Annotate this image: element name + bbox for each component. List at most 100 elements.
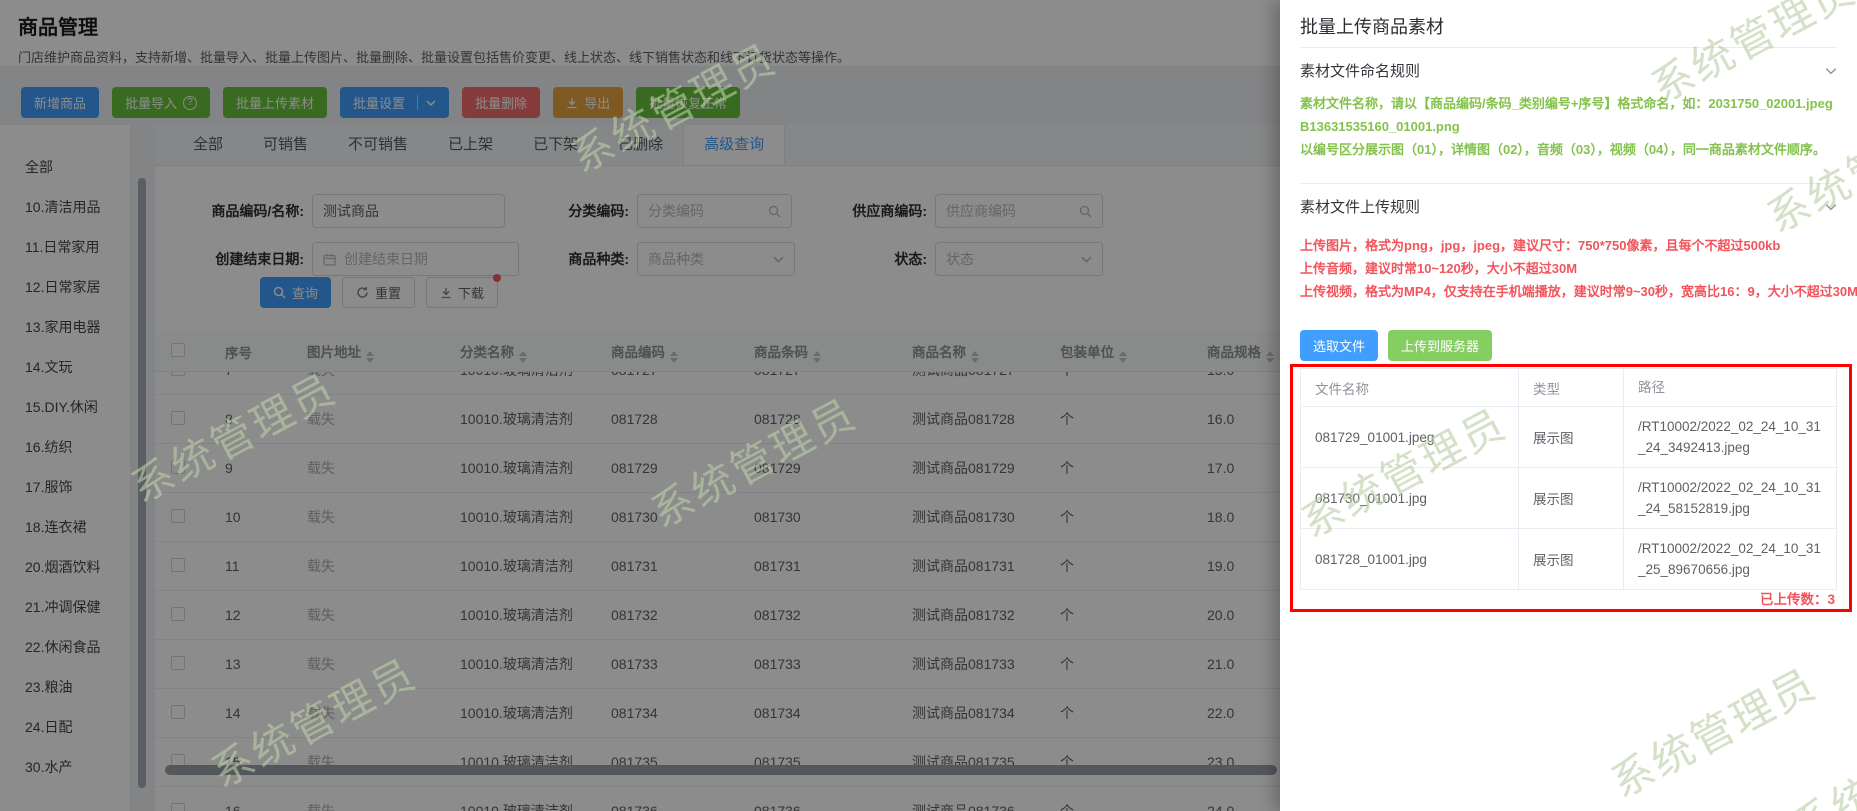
cell-code: 081731 [611,558,658,574]
horizontal-scrollbar[interactable] [165,765,1277,775]
cell-image-broken: 载失 [295,372,448,380]
tab-item[interactable]: 已上架 [448,136,494,153]
sidebar-category-item[interactable]: 18.连衣裙 [25,519,87,535]
col-header-code[interactable]: 商品编码 [599,341,742,363]
cell-no: 11 [225,558,240,574]
upload-rules-section-header[interactable]: 素材文件上传规则 [1300,196,1837,217]
col-header-unit[interactable]: 包装单位 [1048,341,1195,363]
cell-no: 7 [213,372,295,378]
batch-upload-material-button[interactable]: 批量上传素材 [223,87,328,118]
export-button[interactable]: 导出 [553,87,624,118]
col-header-img[interactable]: 图片地址 [295,341,448,363]
col-header-barcode[interactable]: 商品条码 [742,341,900,363]
chevron-down-icon[interactable] [1825,201,1837,213]
sidebar-category-item[interactable]: 13.家用电器 [25,319,101,335]
search-icon[interactable] [768,205,781,218]
sort-icon[interactable] [366,350,374,363]
select-files-button[interactable]: 选取文件 [1300,330,1379,361]
tab-item[interactable]: 已删除 [618,136,664,153]
sort-icon[interactable] [971,350,979,363]
tab-item[interactable]: 高级查询 [683,125,786,165]
cell-category: 10010.玻璃清洁剂 [448,372,599,380]
sidebar-category-item[interactable]: 17.服饰 [25,479,73,495]
sidebar-category-item[interactable]: 10.清洁用品 [25,199,101,215]
col-header-category[interactable]: 分类名称 [448,341,599,363]
status-select[interactable]: 状态 [935,242,1103,276]
row-checkbox[interactable] [171,606,185,621]
divider [1300,47,1837,48]
sort-icon[interactable] [519,350,527,363]
cell-unit: 个 [1060,509,1074,525]
add-product-button[interactable]: 新增商品 [21,87,100,118]
cell-name: 测试商品081730 [912,509,1015,525]
select-all-checkbox[interactable] [171,343,185,357]
row-checkbox[interactable] [171,372,185,376]
col-header-spec[interactable]: 商品规格 [1195,341,1495,363]
cell-code: 081729 [611,460,658,476]
batch-import-button[interactable]: 批量导入 ? [112,87,211,118]
row-checkbox[interactable] [171,557,185,572]
search-icon[interactable] [1079,205,1092,218]
cell-name: 测试商品081728 [912,411,1015,427]
filter-supplier-label: 供应商编码: [852,203,927,219]
sidebar-category-item[interactable]: 23.粮油 [25,679,73,695]
sidebar-category-item[interactable]: 20.烟酒饮料 [25,559,101,575]
sidebar-category-item[interactable]: 24.日配 [25,719,73,735]
sidebar-category-item[interactable]: 14.文玩 [25,359,73,375]
batch-delete-button[interactable]: 批量删除 [462,87,541,118]
cell-spec: 19.0 [1207,558,1235,574]
download-button[interactable]: 下载 [426,274,502,308]
select-files-label: 选取文件 [1313,339,1366,354]
reset-button[interactable]: 重置 [342,277,416,308]
sidebar-category-item[interactable]: 12.日常家居 [25,279,101,295]
sort-icon[interactable] [1119,350,1127,363]
sidebar-category-item[interactable]: 30.水产 [25,759,73,775]
product-name-input[interactable]: 测试商品 [312,194,505,228]
col-header-name[interactable]: 商品名称 [900,341,1048,363]
sidebar-category-item[interactable]: 11.日常家用 [25,239,100,255]
cell-image-broken: 载失 [307,705,335,721]
filter-kind: 商品种类: 商品种类 [517,242,795,276]
supplier-code-input[interactable]: 供应商编码 [935,194,1103,228]
drawer-title: 批量上传商品素材 [1300,17,1444,37]
product-kind-select[interactable]: 商品种类 [637,242,795,276]
cell-spec: 20.0 [1207,607,1235,623]
chevron-down-icon[interactable] [1825,65,1837,77]
cell-image-broken: 载失 [307,460,335,476]
cell-unit: 个 [1060,411,1074,427]
category-code-input[interactable]: 分类编码 [637,194,792,228]
sort-icon[interactable] [813,350,821,363]
search-button[interactable]: 查询 [260,277,332,308]
cell-code: 081734 [611,705,658,721]
tab-item[interactable]: 不可销售 [348,136,409,153]
cell-category: 10010.玻璃清洁剂 [460,656,573,672]
row-checkbox[interactable] [171,802,185,811]
sidebar-category-item[interactable]: 21.冲调保健 [25,599,101,615]
cell-unit: 个 [1060,558,1074,574]
file-path: /RT10002/2022_02_24_10_31_24_3492413.jpe… [1638,419,1821,455]
sidebar-category-item[interactable]: 15.DIY.休闲 [25,399,98,415]
upload-to-server-button[interactable]: 上传到服务器 [1388,330,1493,361]
batch-set-button[interactable]: 批量设置 [340,87,450,118]
tab-item[interactable]: 全部 [193,136,224,153]
row-checkbox[interactable] [171,704,185,719]
sort-icon[interactable] [670,350,678,363]
col-header-no[interactable]: 序号 [225,345,252,361]
vertical-scrollbar[interactable] [138,178,146,788]
batch-restore-button[interactable]: 批量恢复正常 [636,87,741,118]
row-checkbox[interactable] [171,459,185,474]
cell-barcode: 081731 [754,558,801,574]
row-checkbox[interactable] [171,655,185,670]
row-checkbox[interactable] [171,508,185,523]
cell-name: 测试商品081734 [912,705,1015,721]
sidebar-category-item[interactable]: 16.纺织 [25,439,73,455]
tab-item[interactable]: 可销售 [263,136,309,153]
sidebar-category-item[interactable]: 22.休闲食品 [25,639,101,655]
create-end-date-input[interactable]: 创建结束日期 [312,242,519,276]
filter-date: 创建结束日期: 创建结束日期 [172,242,519,276]
naming-rules-section-header[interactable]: 素材文件命名规则 [1300,60,1837,81]
sort-icon[interactable] [1266,350,1274,363]
row-checkbox[interactable] [171,410,185,425]
tab-item[interactable]: 已下架 [533,136,579,153]
sidebar-category-item[interactable]: 全部 [25,159,53,175]
